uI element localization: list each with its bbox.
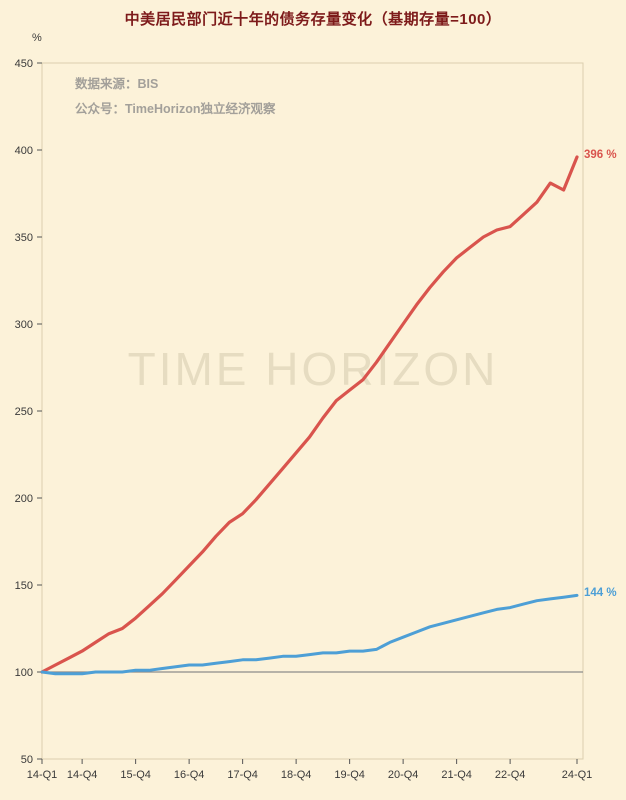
x-tick-label: 15-Q4	[120, 769, 151, 781]
y-tick-label: 250	[15, 406, 33, 418]
x-tick-label: 24-Q1	[562, 769, 593, 781]
x-tick-label: 16-Q4	[174, 769, 205, 781]
us-debt-line	[40, 593, 579, 676]
x-tick-label: 21-Q4	[441, 769, 472, 781]
china-series-end-label: 396 %	[584, 148, 617, 161]
x-tick-label: 20-Q4	[388, 769, 419, 781]
y-tick-label: 150	[15, 580, 33, 592]
x-tick-label: 19-Q4	[334, 769, 365, 781]
y-tick-label: 450	[15, 58, 33, 70]
y-tick-label: 200	[15, 493, 33, 505]
x-tick-label: 14-Q1	[27, 769, 58, 781]
y-axis-unit-label: %	[32, 32, 42, 44]
y-tick-label: 50	[21, 754, 33, 766]
y-tick-label: 400	[15, 145, 33, 157]
us-series-end-label: 144 %	[584, 587, 617, 600]
x-tick-label: 17-Q4	[227, 769, 258, 781]
data-source-note: 数据来源：BIS	[75, 77, 159, 91]
x-tick-label: 22-Q4	[495, 769, 526, 781]
x-tick-label: 18-Q4	[281, 769, 312, 781]
y-tick-label: 100	[15, 667, 33, 679]
y-tick-label: 300	[15, 319, 33, 331]
y-tick-label: 350	[15, 232, 33, 244]
wechat-account-note: 公众号：TimeHorizon独立经济观察	[75, 102, 276, 116]
china-debt-line	[40, 155, 579, 674]
chart-title: 中美居民部门近十年的债务存量变化（基期存量=100）	[124, 11, 502, 28]
x-tick-label: 14-Q4	[67, 769, 98, 781]
